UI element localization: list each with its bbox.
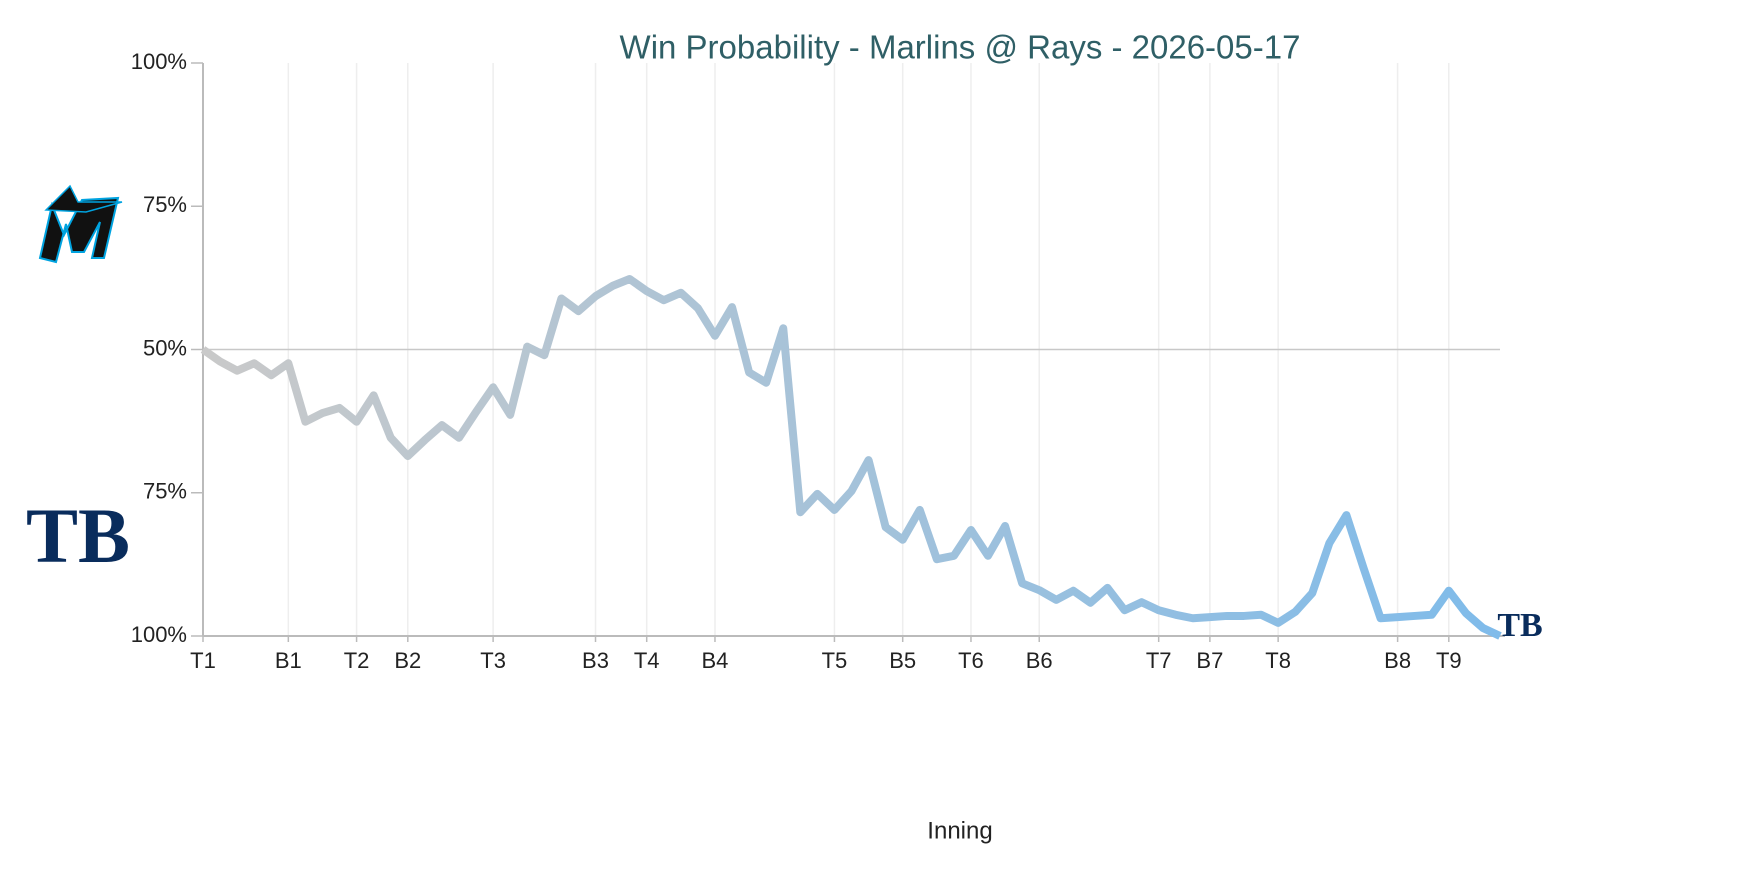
x-tick-label: B7 [1196,648,1223,673]
win-probability-line [200,275,1502,640]
x-tick-label: B3 [582,648,609,673]
rays-logo: TB [26,492,130,579]
y-tick-label: 100% [131,49,187,74]
x-tick-label: T4 [634,648,660,673]
y-tick-label: 100% [131,622,187,647]
y-tick-label: 50% [143,335,187,360]
plot-area: T1 B1 T2 B2 T3 B3 T4 B4 T5 B5 T6 B6 T7 B7 T8 B8 T9 100% 75… [131,49,1543,673]
x-tick-label: T3 [480,648,506,673]
x-tick-label: T5 [822,648,848,673]
end-logo: TB [1497,607,1542,644]
x-tick-label: T6 [958,648,984,673]
y-tick-label: 75% [143,192,187,217]
x-tick-label: B6 [1026,648,1053,673]
marlins-logo [38,184,123,264]
x-tick-label: B1 [275,648,302,673]
x-tick-label: B4 [702,648,729,673]
x-tick-label: B2 [394,648,421,673]
x-axis-label: Inning [927,817,992,844]
x-tick-label: T2 [344,648,370,673]
x-tick-label: T7 [1146,648,1172,673]
chart-title: Win Probability - Marlins @ Rays - 2026-… [620,29,1301,66]
y-tick-label: 75% [143,479,187,504]
x-tick-label: B8 [1384,648,1411,673]
x-tick-label: B5 [889,648,916,673]
x-tick-label: T1 [190,648,216,673]
x-tick-label: T8 [1265,648,1291,673]
x-tick-label: T9 [1436,648,1462,673]
